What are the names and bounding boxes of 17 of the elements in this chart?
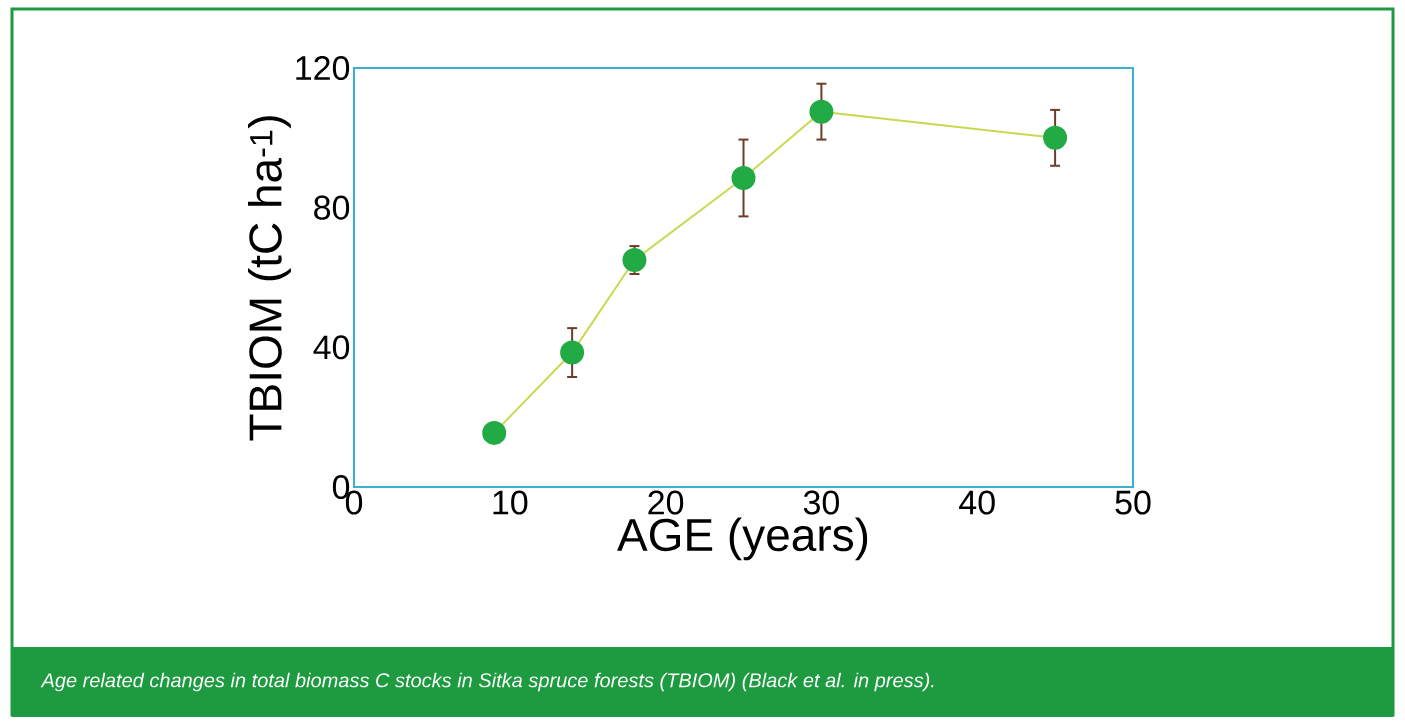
- point: [731, 165, 756, 190]
- point: [809, 99, 834, 124]
- x-tick-label: 30: [803, 490, 839, 515]
- x-tick-label: 10: [493, 490, 528, 515]
- point: [482, 420, 507, 445]
- point: [622, 248, 647, 273]
- text: Age related changes in total biomass C stocks in Sitka spruce forests (TBIOM) (Black et al. in press).: [40, 672, 934, 692]
- point: [1043, 125, 1068, 150]
- x-tick-label: 40: [959, 490, 995, 515]
- y-axis-title: TBIOM (tC ha$^{-1}$): [248, 116, 291, 441]
- y-tick-label: 40: [313, 335, 350, 360]
- y-tick-label: 120: [296, 55, 350, 81]
- point: [560, 340, 585, 365]
- y-tick-label: 80: [314, 195, 350, 220]
- x-axis-title: AGE (years): [617, 517, 868, 561]
- x-tick-label: 20: [648, 490, 684, 515]
- x-tick-label: 50: [1115, 490, 1151, 515]
